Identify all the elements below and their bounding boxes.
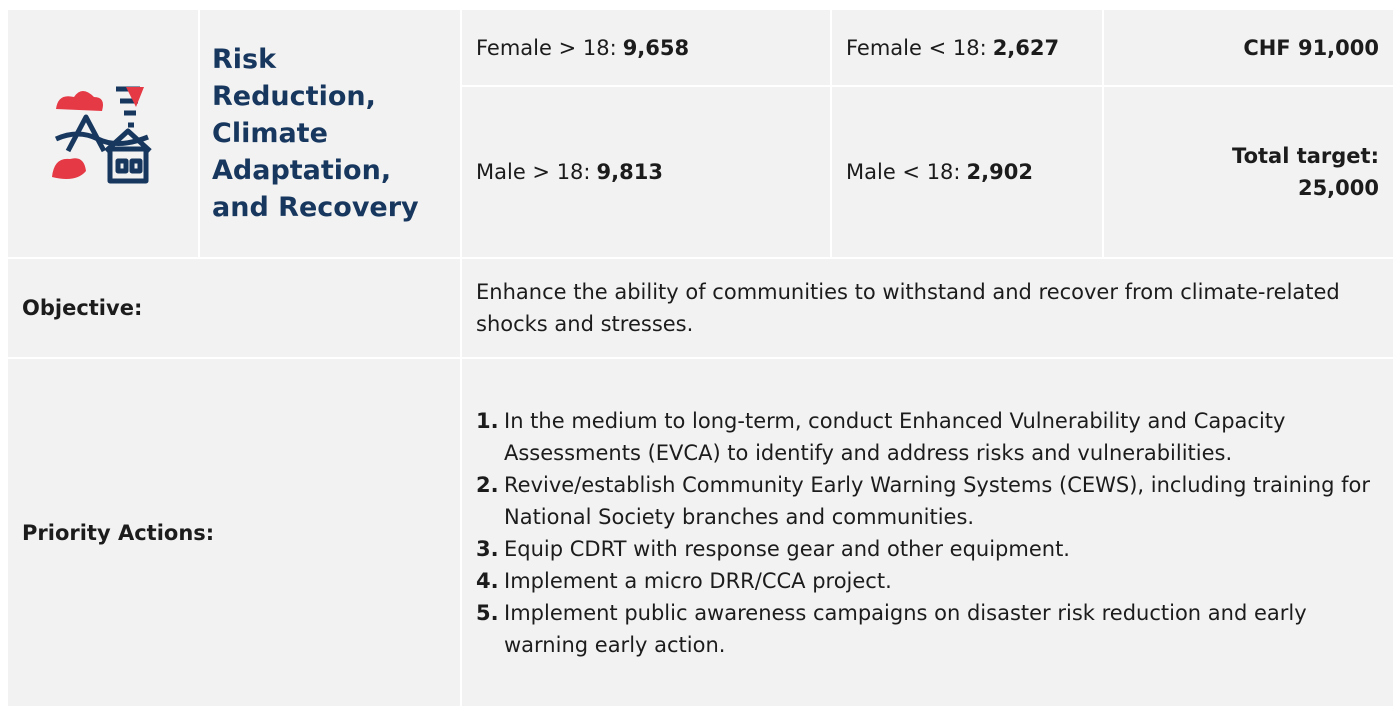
hazard-icon xyxy=(52,86,152,183)
target-value: 9,658 xyxy=(622,35,690,60)
target-value: 2,902 xyxy=(966,160,1033,184)
action-item: 5. Implement public awareness campaigns o… xyxy=(476,597,1379,661)
action-number: 4. xyxy=(476,568,499,593)
action-number: 2. xyxy=(476,472,499,497)
action-text: In the medium to long-term, conduct Enha… xyxy=(504,408,1286,465)
action-item: 4. Implement a micro DRR/CCA project. xyxy=(476,565,1379,597)
icon-cell xyxy=(8,10,198,257)
action-item: 1. In the medium to long-term, conduct En… xyxy=(476,405,1379,469)
sector-table: Risk Reduction, Climate Adaptation, and … xyxy=(8,10,1393,708)
action-text: Equip CDRT with response gear and other … xyxy=(504,536,1070,561)
target-cell: Male > 18: 9,813 xyxy=(462,87,830,257)
action-number: 3. xyxy=(476,536,499,561)
action-number: 5. xyxy=(476,600,499,625)
target-cell: Female < 18: 2,627 xyxy=(832,10,1102,85)
priority-label: Priority Actions: xyxy=(8,359,460,706)
target-value: 2,627 xyxy=(992,35,1060,60)
priority-cell: 1. In the medium to long-term, conduct En… xyxy=(462,359,1393,706)
action-number: 1. xyxy=(476,408,499,433)
target-value: 9,813 xyxy=(596,160,663,184)
total-value: 25,000 xyxy=(1297,176,1379,200)
priority-list: 1. In the medium to long-term, conduct En… xyxy=(476,405,1379,661)
objective-label: Objective: xyxy=(8,259,460,357)
action-text: Revive/establish Community Early Warning… xyxy=(504,472,1370,529)
target-cell: Female > 18: 9,658 xyxy=(462,10,830,85)
action-text: Implement a micro DRR/CCA project. xyxy=(504,568,892,593)
target-label: Female < 18: xyxy=(846,35,987,60)
objective-text: Enhance the ability of communities to wi… xyxy=(462,259,1393,357)
action-item: 3. Equip CDRT with response gear and othe… xyxy=(476,533,1379,565)
action-item: 2. Revive/establish Community Early Warni… xyxy=(476,469,1379,533)
total-label: Total target: xyxy=(1232,144,1379,168)
action-text: Implement public awareness campaigns on … xyxy=(504,600,1307,657)
budget: CHF 91,000 xyxy=(1104,10,1393,85)
target-cell: Male < 18: 2,902 xyxy=(832,87,1102,257)
total-target: Total target: 25,000 xyxy=(1104,87,1393,257)
sector-title: Risk Reduction, Climate Adaptation, and … xyxy=(200,10,460,257)
target-label: Male < 18: xyxy=(846,160,961,184)
target-label: Female > 18: xyxy=(476,35,617,60)
target-label: Male > 18: xyxy=(476,160,591,184)
